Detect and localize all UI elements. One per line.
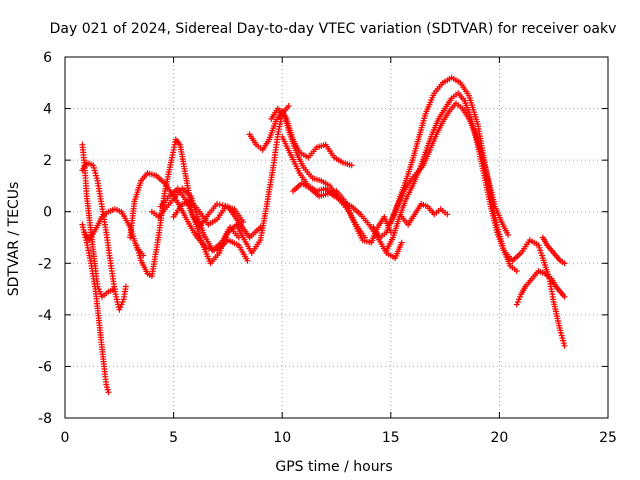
y-tick-label: 0 [43, 205, 52, 221]
series-trace [400, 201, 449, 226]
y-tick-label: 4 [43, 102, 52, 118]
chart-title: Day 021 of 2024, Sidereal Day-to-day VTE… [50, 21, 617, 37]
x-axis-label: GPS time / hours [275, 459, 392, 475]
series-trace [384, 91, 518, 273]
data-series [79, 221, 112, 396]
y-tick-label: 2 [43, 153, 52, 169]
series-trace [80, 224, 111, 393]
y-axis-label: SDTVAR / TECUs [6, 182, 22, 297]
data-series [170, 198, 247, 228]
y-tick-label: -8 [38, 411, 52, 427]
series-trace [540, 236, 566, 265]
grid-layer [65, 57, 608, 418]
plot-frame [64, 56, 609, 419]
x-tick-label: 15 [382, 430, 400, 446]
x-tick-label: 25 [599, 430, 617, 446]
data-series [398, 200, 451, 228]
series-trace [127, 170, 250, 262]
data-series [157, 102, 292, 267]
series-trace [80, 160, 129, 311]
series-trace [159, 104, 291, 265]
y-tick-label: -4 [38, 308, 52, 324]
x-tick-label: 5 [169, 430, 178, 446]
data-layer [79, 74, 568, 396]
x-tick-label: 0 [61, 430, 70, 446]
series-trace [514, 268, 567, 305]
x-tick-label: 10 [273, 430, 291, 446]
data-point [105, 389, 112, 396]
y-tick-label: 6 [43, 50, 52, 66]
data-series [387, 100, 512, 238]
series-trace [172, 199, 245, 227]
data-series [513, 268, 568, 308]
x-tick-label: 20 [490, 430, 508, 446]
data-series [127, 170, 251, 264]
data-series [539, 234, 568, 267]
y-tick-label: -2 [38, 256, 52, 272]
data-series [79, 159, 129, 313]
series-trace [388, 102, 510, 236]
tick-layer: 0 5 10 15 20 25 -8 -6 -4 -2 0 2 4 6 [38, 50, 617, 446]
y-tick-label: -6 [38, 359, 52, 375]
